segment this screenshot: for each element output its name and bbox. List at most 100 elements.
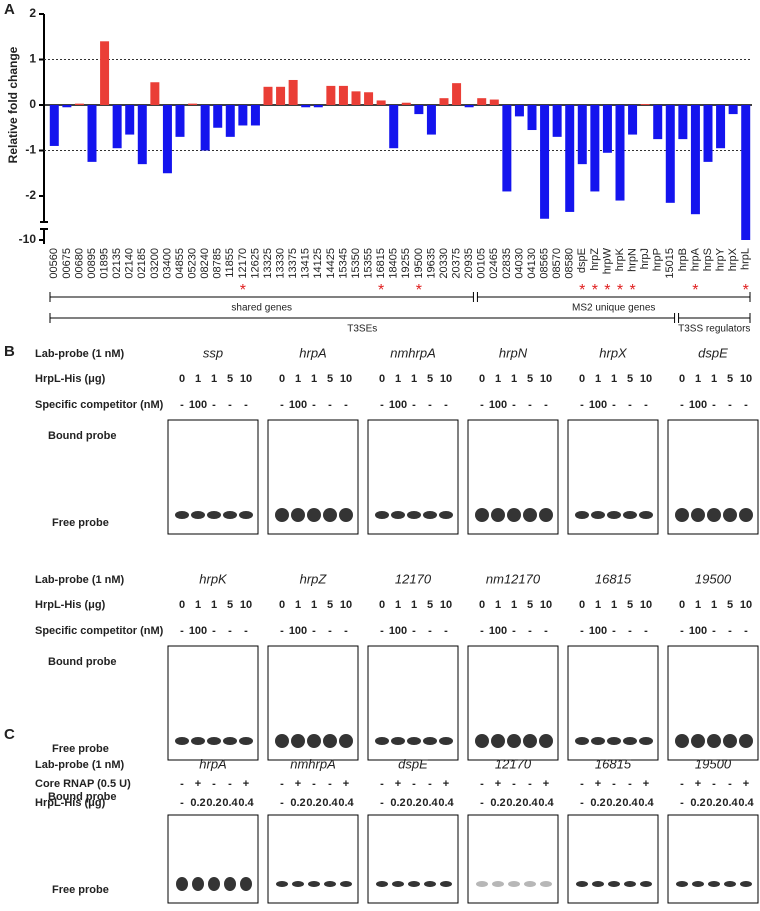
row-label: Core RNAP (0.5 U): [35, 778, 131, 790]
bar: [351, 91, 361, 105]
lane-label: 1: [495, 373, 501, 385]
band: [623, 511, 637, 519]
lane-label: 100: [489, 399, 507, 411]
x-tick-label: 16815: [375, 248, 387, 279]
lane-label: 5: [427, 373, 433, 385]
bar: [326, 85, 336, 105]
bar: [74, 103, 84, 105]
x-tick-label: 02135: [111, 248, 123, 279]
lane-label: 10: [440, 599, 452, 611]
lane-label: 0.4: [722, 797, 738, 809]
band: [339, 508, 353, 522]
asterisk: *: [378, 282, 384, 299]
lane-label: 1: [511, 373, 517, 385]
x-tick-label: 14425: [325, 248, 337, 279]
lane-label: +: [343, 778, 349, 790]
lane-label: 1: [411, 373, 417, 385]
lane-label: 100: [689, 399, 707, 411]
x-tick-label: hrpZ: [589, 248, 601, 271]
lane-label: -: [380, 399, 384, 411]
band: [407, 511, 421, 519]
band: [392, 881, 404, 887]
x-tick-label: 08580: [564, 248, 576, 279]
group-label: shared genes: [231, 303, 292, 314]
x-tick-label: 19500: [413, 248, 425, 279]
lane-label: -: [528, 778, 532, 790]
lane-label: 0.2: [306, 797, 321, 809]
lane-label: 0: [279, 599, 285, 611]
band: [740, 881, 752, 887]
lane-label: 1: [711, 599, 717, 611]
lane-label: -: [228, 778, 232, 790]
band: [676, 881, 688, 887]
lane-label: -: [712, 778, 716, 790]
x-tick-label: hrpY: [714, 247, 726, 271]
lane-label: -: [212, 625, 216, 637]
lane-label: -: [180, 778, 184, 790]
lane-label: 100: [189, 399, 207, 411]
x-tick-label: 08785: [212, 248, 224, 279]
lane-label: -: [280, 797, 284, 809]
asterisk: *: [743, 282, 749, 299]
x-tick-label: hrpW: [601, 247, 613, 274]
band: [176, 877, 188, 891]
lane-label: -: [312, 625, 316, 637]
lane-label: 0.4: [422, 797, 438, 809]
lane-label: -: [280, 778, 284, 790]
x-tick-label: 20330: [438, 248, 450, 279]
lane-label: -: [328, 778, 332, 790]
lane-label: -: [244, 399, 248, 411]
band: [691, 734, 705, 748]
lane-label: 10: [340, 599, 352, 611]
x-tick-label: 18405: [388, 248, 400, 279]
bar: [49, 105, 59, 146]
probe-name: hrpZ: [300, 571, 328, 586]
lane-label: 0.2: [206, 797, 221, 809]
lane-label: -: [380, 797, 384, 809]
band: [739, 508, 753, 522]
x-tick-label: 02185: [136, 248, 148, 279]
band: [607, 511, 621, 519]
lane-label: 1: [311, 599, 317, 611]
gel: [567, 814, 659, 904]
row-label: Specific competitor (nM): [35, 625, 164, 637]
lane-label: -: [180, 399, 184, 411]
band: [239, 511, 253, 519]
lane-label: 0: [379, 373, 385, 385]
lane-label: 5: [227, 373, 233, 385]
asterisk: *: [629, 282, 635, 299]
bar: [514, 105, 524, 117]
bar: [464, 105, 474, 108]
lane-label: 0.2: [190, 797, 205, 809]
lane-label: +: [295, 778, 301, 790]
band: [223, 737, 237, 745]
band: [439, 511, 453, 519]
band: [175, 511, 189, 519]
lane-label: -: [680, 399, 684, 411]
row-label: Lab-probe (1 nM): [35, 759, 125, 771]
bar: [577, 105, 587, 165]
band: [240, 877, 252, 891]
lane-label: -: [412, 778, 416, 790]
band: [723, 508, 737, 522]
lane-label: 0: [579, 599, 585, 611]
lane-label: +: [443, 778, 449, 790]
x-tick-label: 02140: [124, 248, 136, 279]
x-tick-label: 03400: [161, 248, 173, 279]
lane-label: -: [580, 797, 584, 809]
band-label: Bound probe: [48, 430, 116, 442]
x-tick-label: 03200: [149, 248, 161, 279]
lane-label: 5: [327, 373, 333, 385]
lane-label: 1: [211, 373, 217, 385]
x-tick-label: hrpA: [689, 247, 701, 271]
bar: [175, 105, 185, 137]
lane-label: 0: [679, 373, 685, 385]
band: [408, 881, 420, 887]
band: [207, 737, 221, 745]
x-tick-label: 13325: [262, 248, 274, 279]
y-tick-label: -1: [25, 143, 36, 157]
lane-label: 1: [311, 373, 317, 385]
y-tick-label: -2: [25, 188, 36, 202]
bar: [703, 105, 713, 162]
